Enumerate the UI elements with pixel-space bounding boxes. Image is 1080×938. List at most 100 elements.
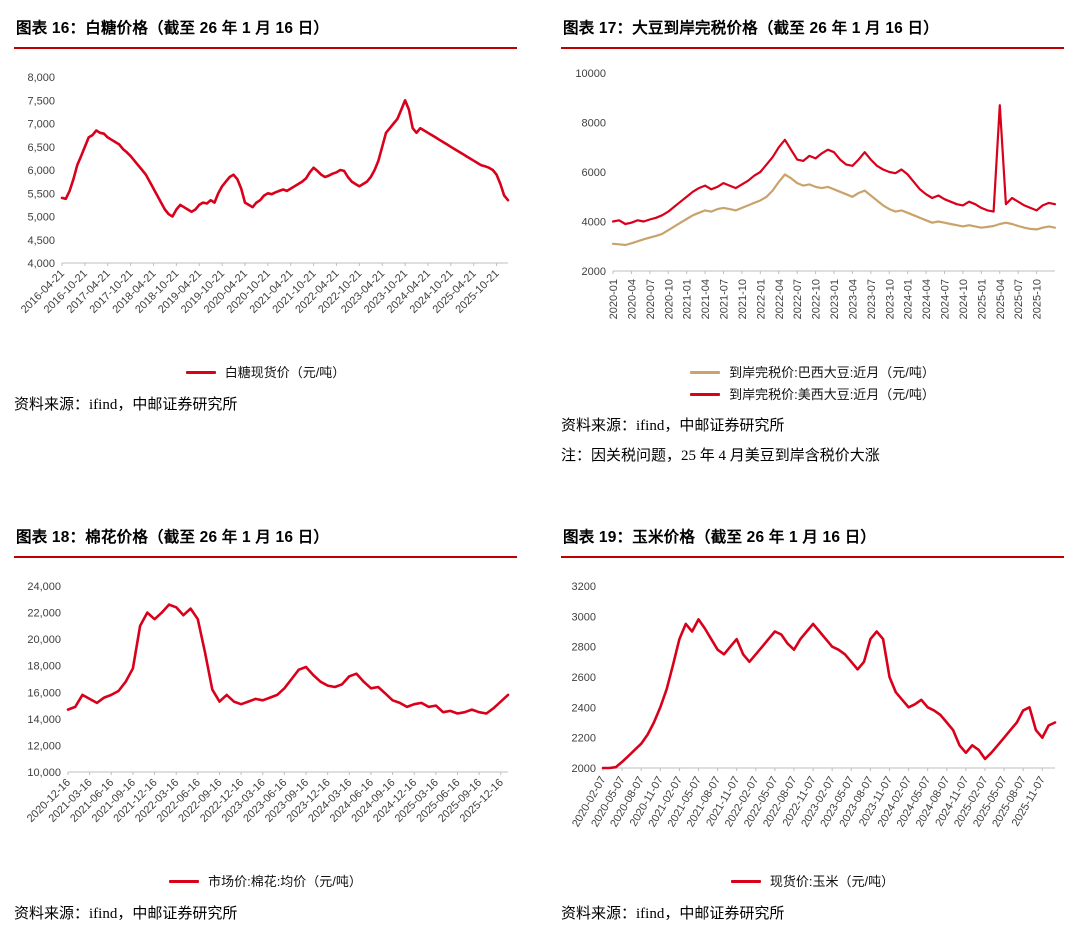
y-axis-labels: 10000 8000 6000 4000 2000 [575, 68, 606, 278]
panel-soybean-price: 图表 17：大豆到岸完税价格（截至 26 年 1 月 16 日） 10000 80… [561, 14, 1064, 465]
legend-cotton: 市场价:棉花:均价（元/吨） [14, 874, 517, 890]
y-tick-label: 6000 [582, 167, 606, 179]
panel-title-soybean: 图表 17：大豆到岸完税价格（截至 26 年 1 月 16 日） [561, 14, 1064, 49]
plot-svg: 24,000 22,000 20,000 18,000 16,000 14,000 12,0… [25, 581, 510, 825]
y-tick-label: 24,000 [27, 581, 61, 593]
x-tick-label: 2020-04 [626, 279, 638, 319]
y-tick-label: 22,000 [27, 608, 61, 620]
panel-corn-price: 图表 19：玉米价格（截至 26 年 1 月 16 日） 3200 3000 280… [561, 523, 1064, 923]
x-axis-labels: 2020-02-072020-05-072020-08-072020-11-07… [570, 768, 1048, 829]
x-tick-label: 2022-07 [792, 279, 804, 319]
y-tick-label: 4000 [582, 217, 606, 229]
y-axis-labels: 8,000 7,500 7,000 6,500 6,000 5,500 5,000 4,500… [27, 72, 55, 270]
x-tick-label: 2023-10 [884, 279, 896, 319]
x-tick-label: 2024-10 [958, 279, 970, 319]
y-tick-label: 5,000 [27, 212, 55, 224]
legend-item: 到岸完税价:巴西大豆:近月（元/吨） [690, 365, 935, 381]
y-tick-label: 3200 [572, 581, 596, 593]
x-tick-label: 2020-07 [645, 279, 657, 319]
x-axis-labels: 2020-01 2020-04 2020-07 2020-10 2021-01 2021-… [608, 271, 1044, 319]
y-tick-label: 4,000 [27, 258, 55, 270]
x-tick-label: 2025-04 [995, 279, 1007, 319]
legend-line-swatch [169, 880, 200, 884]
panel-cotton-price: 图表 18：棉花价格（截至 26 年 1 月 16 日） 24,000 22,00… [14, 523, 517, 923]
y-tick-label: 2400 [572, 703, 596, 715]
soybean-price-chart: 10000 8000 6000 4000 2000 2020-01 2020-04 2020-… [561, 63, 1064, 363]
x-tick-label: 2022-04 [774, 279, 786, 319]
y-tick-label: 5,500 [27, 188, 55, 200]
legend-item: 市场价:棉花:均价（元/吨） [169, 874, 362, 890]
panel-title-cotton: 图表 18：棉花价格（截至 26 年 1 月 16 日） [14, 523, 517, 559]
y-tick-label: 14,000 [27, 714, 61, 726]
legend-corn: 现货价:玉米（元/吨） [561, 874, 1064, 890]
source-text-sugar: 资料来源：ifind，中邮证券研究所 [14, 396, 238, 413]
series-line [611, 173, 1057, 247]
series-line [611, 104, 1057, 226]
series-line [66, 603, 510, 715]
y-tick-label: 2200 [572, 733, 596, 745]
y-tick-label: 2000 [582, 266, 606, 278]
charts-grid: 图表 16：白糖价格（截至 26 年 1 月 16 日） 8,000 7,500 7… [14, 14, 1064, 923]
series-line [601, 618, 1057, 770]
y-tick-label: 2600 [572, 672, 596, 684]
x-tick-label: 2024-01 [903, 279, 915, 319]
y-tick-label: 8000 [582, 118, 606, 130]
y-tick-label: 7,500 [27, 95, 55, 107]
x-tick-label: 2024-04 [921, 279, 933, 319]
x-tick-label: 2020-01 [608, 279, 620, 319]
plot-svg: 8,000 7,500 7,000 6,500 6,000 5,500 5,000 4,500… [19, 72, 510, 316]
y-axis-labels: 24,000 22,000 20,000 18,000 16,000 14,000 12,0… [27, 581, 61, 779]
source-text-corn: 资料来源：ifind，中邮证券研究所 [561, 905, 785, 922]
x-axis-labels: 2020-12-162021-03-162021-06-162021-09-16… [25, 772, 506, 825]
y-tick-label: 6,500 [27, 142, 55, 154]
y-tick-label: 4,500 [27, 235, 55, 247]
legend-line-swatch [730, 880, 761, 884]
x-tick-label: 2025-07 [1013, 279, 1025, 319]
legend-label: 现货价:玉米（元/吨） [769, 874, 895, 890]
y-tick-label: 7,000 [27, 119, 55, 131]
legend-sugar: 白糖现货价（元/吨） [14, 365, 517, 381]
series-line [60, 98, 510, 218]
tariff-note: 注：因关税问题，25 年 4 月美豆到岸含税价大涨 [561, 448, 880, 465]
source-text-cotton: 资料来源：ifind，中邮证券研究所 [14, 905, 238, 922]
x-tick-label: 2025-01 [976, 279, 988, 319]
legend-soybean: 到岸完税价:巴西大豆:近月（元/吨） 到岸完税价:美西大豆:近月（元/吨） [561, 365, 1064, 402]
y-tick-label: 3000 [572, 612, 596, 624]
y-tick-label: 20,000 [27, 634, 61, 646]
cotton-price-chart: 24,000 22,000 20,000 18,000 16,000 14,000 12,0… [14, 572, 517, 872]
x-axis-labels: 2016-04-212016-10-212017-04-212017-10-21… [19, 263, 502, 316]
x-tick-label: 2024-07 [940, 279, 952, 319]
x-tick-label: 2022-10 [811, 279, 823, 319]
x-tick-label: 2023-04 [847, 279, 859, 319]
legend-label: 市场价:棉花:均价（元/吨） [208, 874, 362, 890]
x-tick-label: 2022-01 [755, 279, 767, 319]
legend-line-swatch [185, 371, 216, 375]
legend-item: 到岸完税价:美西大豆:近月（元/吨） [690, 387, 935, 403]
legend-label: 到岸完税价:美西大豆:近月（元/吨） [729, 386, 935, 402]
x-tick-label: 2023-01 [829, 279, 841, 319]
corn-price-chart: 3200 3000 2800 2600 2400 2200 2000 2020-02-07 20… [561, 572, 1064, 872]
sugar-price-chart: 8,000 7,500 7,000 6,500 6,000 5,500 5,000 4,500… [14, 63, 517, 363]
x-tick-label: 2025-10 [1032, 279, 1044, 319]
legend-item: 现货价:玉米（元/吨） [730, 874, 895, 890]
y-axis-labels: 3200 3000 2800 2600 2400 2200 2000 [572, 581, 596, 775]
x-tick-label: 2021-07 [719, 279, 731, 319]
legend-line-swatch [690, 371, 721, 375]
legend-label: 白糖现货价（元/吨） [224, 365, 346, 380]
x-tick-label: 2021-10 [737, 279, 749, 319]
x-tick-label: 2020-10 [663, 279, 675, 319]
panel-title-sugar: 图表 16：白糖价格（截至 26 年 1 月 16 日） [14, 14, 517, 49]
legend-label: 到岸完税价:巴西大豆:近月（元/吨） [729, 365, 935, 380]
source-text-soybean: 资料来源：ifind，中邮证券研究所 [561, 418, 785, 435]
panel-sugar-price: 图表 16：白糖价格（截至 26 年 1 月 16 日） 8,000 7,500 7… [14, 14, 517, 465]
y-tick-label: 10,000 [27, 767, 61, 779]
x-tick-label: 2021-01 [682, 279, 694, 319]
panel-title-corn: 图表 19：玉米价格（截至 26 年 1 月 16 日） [561, 523, 1064, 559]
y-tick-label: 8,000 [27, 72, 55, 84]
x-tick-label: 2021-04 [700, 279, 712, 319]
y-tick-label: 10000 [575, 68, 606, 80]
plot-svg: 3200 3000 2800 2600 2400 2200 20002020-02-0720… [570, 581, 1057, 829]
legend-item: 白糖现货价（元/吨） [185, 365, 346, 381]
